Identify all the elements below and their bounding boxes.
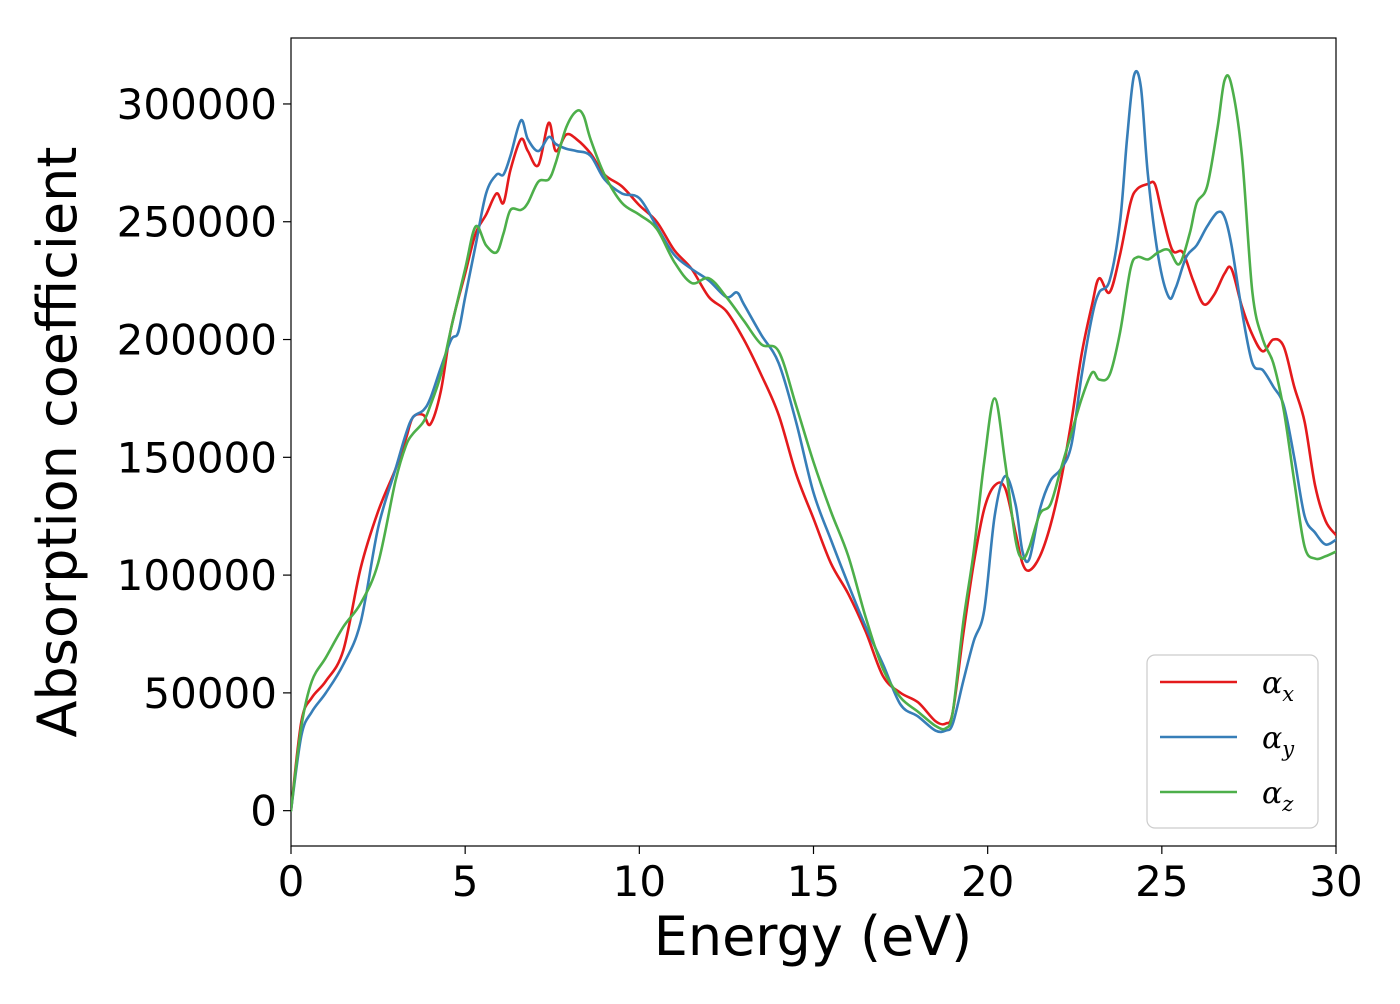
- y-tick-label: 50000: [143, 669, 277, 718]
- x-tick-label: 15: [787, 857, 840, 906]
- y-tick-label: 0: [250, 787, 277, 836]
- legend-label-base: α: [1262, 666, 1282, 701]
- x-tick-label: 30: [1309, 857, 1362, 906]
- series-lines: [291, 69, 1336, 812]
- legend-label-subscript: y: [1281, 737, 1295, 761]
- x-axis-ticks: 0 5 10 15 20 25 30: [278, 846, 1363, 906]
- legend-label-base: α: [1262, 721, 1282, 756]
- y-axis-label: Absorption coefficient: [26, 147, 89, 738]
- legend-box: [1146, 654, 1319, 829]
- legend-label-subscript: z: [1281, 792, 1294, 816]
- series-line-y: [291, 69, 1336, 812]
- y-tick-label: 100000: [117, 551, 277, 600]
- x-tick-label: 25: [1135, 857, 1188, 906]
- y-tick-label: 300000: [117, 80, 277, 129]
- legend-label-subscript: x: [1282, 682, 1294, 706]
- x-tick-label: 0: [278, 857, 305, 906]
- y-tick-label: 150000: [117, 433, 277, 482]
- y-tick-label: 200000: [117, 316, 277, 365]
- legend-label-x: αx: [1262, 666, 1294, 706]
- x-tick-label: 5: [452, 857, 479, 906]
- x-axis-label: Energy (eV): [654, 905, 973, 968]
- legend-label-z: αz: [1262, 776, 1294, 816]
- y-tick-label: 250000: [117, 198, 277, 247]
- y-axis-ticks: 0 50000 100000 150000 200000 250000 300000: [117, 80, 291, 836]
- series-line-z: [291, 74, 1336, 812]
- legend-label-y: αy: [1262, 721, 1295, 761]
- x-tick-label: 20: [961, 857, 1014, 906]
- x-tick-label: 10: [613, 857, 666, 906]
- legend-label-base: α: [1262, 776, 1282, 811]
